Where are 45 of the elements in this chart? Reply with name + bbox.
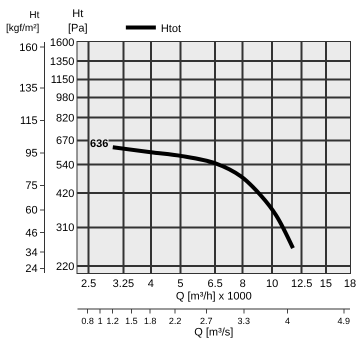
y-tick-label: 1600 — [50, 36, 74, 49]
y2-axis-title: Ht [kgf/m²] — [6, 10, 40, 34]
y2-tick-label: 24 — [25, 263, 38, 276]
y-tick-label: 820 — [56, 112, 74, 124]
x2-tick-label: 3.3 — [238, 316, 250, 326]
x2-tick-label: 4 — [285, 316, 290, 326]
x-tick-label: 6.5 — [207, 278, 223, 290]
x-tick-label: 15 — [320, 278, 332, 290]
y2-tick-label: 135 — [19, 82, 38, 95]
x2-tick-label: 1.5 — [125, 316, 138, 326]
x-axis-title: Q [m³/h] x 1000 — [176, 290, 252, 302]
y2-tick-label: 46 — [25, 227, 38, 240]
x-tick-label: 10 — [266, 278, 278, 290]
legend-label: Htot — [160, 22, 182, 35]
x-tick-label: 18 — [344, 278, 356, 290]
x2-tick-label: 1.8 — [144, 316, 156, 326]
y-axis-title: Ht [Pa] — [68, 8, 88, 34]
x2-tick-label: 0.8 — [81, 316, 94, 326]
y-tick-label: 1150 — [50, 74, 74, 86]
x-tick-label: 4 — [148, 278, 154, 290]
y2-tick-label: 60 — [25, 204, 38, 217]
x-tick-label: 2.5 — [80, 278, 96, 290]
annotation: 636 — [90, 138, 108, 150]
y-tick-label: 220 — [56, 260, 74, 273]
x2-tick-label: 1 — [98, 316, 103, 326]
x2-tick-label: 4.9 — [337, 316, 350, 326]
y2-tick-label: 75 — [25, 180, 38, 192]
y2-tick-label: 115 — [20, 115, 38, 128]
y-tick-label: 1350 — [50, 56, 74, 68]
y-tick-label: 420 — [56, 188, 74, 200]
x2-tick-label: 2.7 — [200, 316, 213, 326]
x-tick-label: 5 — [177, 278, 184, 290]
x2-tick-label: 1.2 — [106, 316, 119, 326]
y-tick-label: 310 — [56, 222, 74, 234]
x-tick-label: 3.25 — [112, 278, 134, 290]
x-tick-label: 8 — [240, 278, 246, 290]
x2-tick-label: 2.2 — [168, 316, 182, 326]
y2-tick-label: 160 — [19, 42, 38, 54]
x-tick-label: 12.5 — [291, 278, 312, 290]
y2-tick-label: 95 — [25, 148, 38, 160]
y-tick-label: 670 — [56, 135, 74, 148]
x2-axis-title: Q [m³/s] — [194, 326, 234, 338]
y-tick-label: 540 — [56, 160, 74, 172]
y2-tick-label: 34 — [25, 246, 38, 259]
y-tick-label: 980 — [56, 92, 74, 104]
